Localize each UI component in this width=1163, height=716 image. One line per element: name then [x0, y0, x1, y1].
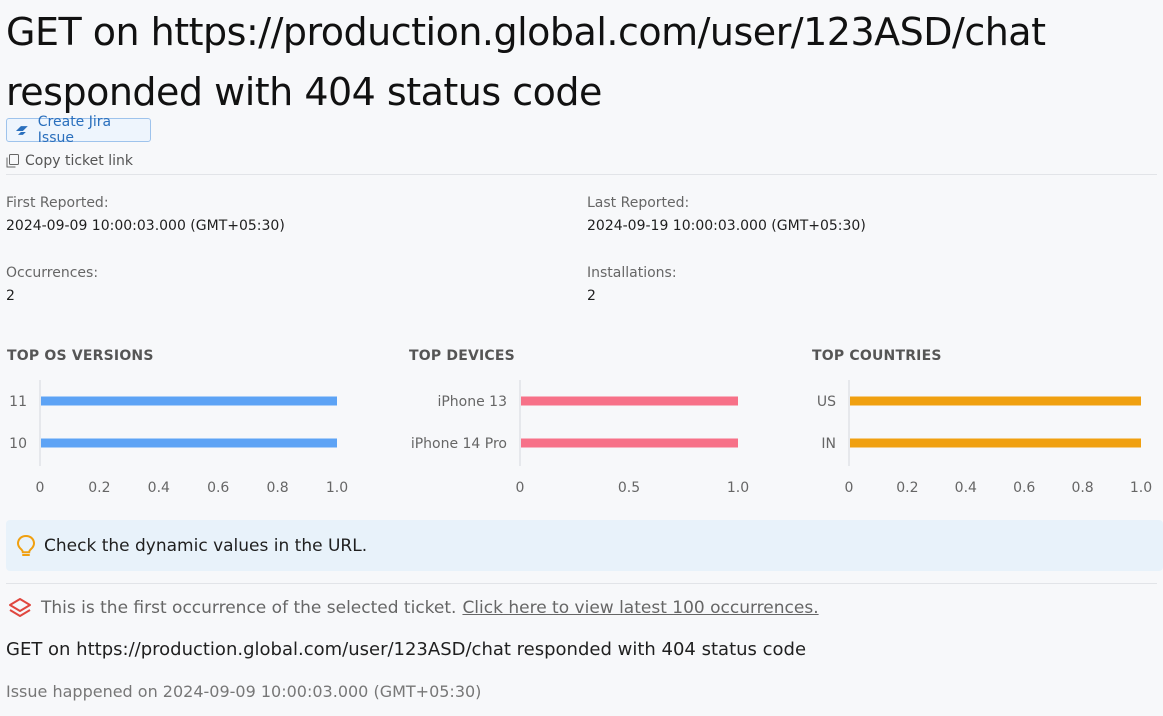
- tip-text: Check the dynamic values in the URL.: [44, 535, 368, 556]
- tick-label: 0: [516, 480, 525, 496]
- chart-title: TOP DEVICES: [409, 348, 515, 364]
- jira-icon: [15, 126, 28, 135]
- first-reported-value: 2024-09-09 10:00:03.000 (GMT+05:30): [6, 218, 285, 234]
- create-jira-issue-button[interactable]: Create Jira Issue: [6, 114, 151, 146]
- occurrences-value: 2: [6, 288, 15, 304]
- view-latest-occurrences-link[interactable]: Click here to view latest 100 occurrence…: [462, 598, 819, 618]
- countries-chart: TOP COUNTRIES US IN 0 0.2 0.4 0.6 0.8 1.0: [812, 340, 1157, 505]
- category-label: iPhone 13: [437, 394, 507, 410]
- tick-label: 0.5: [618, 480, 640, 496]
- bar: [850, 396, 1141, 406]
- tick-label: 0.6: [207, 480, 229, 496]
- ticket-title: GET on https://production.global.com/use…: [6, 10, 1046, 114]
- bar: [521, 438, 738, 448]
- lightbulb-icon: [16, 534, 36, 556]
- tick-label: 0: [36, 480, 45, 496]
- tip-banner: Check the dynamic values in the URL.: [6, 520, 1163, 571]
- header-divider: [6, 174, 1157, 175]
- os-versions-chart: TOP OS VERSIONS 11 10 0 0.2 0.4 0.6 0.8 1.0: [7, 340, 367, 505]
- last-reported-label: Last Reported:: [587, 195, 690, 211]
- issue-happened-timestamp: Issue happened on 2024-09-09 10:00:03.00…: [6, 682, 482, 701]
- occurrences-label: Occurrences:: [6, 265, 99, 281]
- first-reported-label: First Reported:: [6, 195, 109, 211]
- category-label: IN: [821, 436, 836, 452]
- occurrence-notice-text: This is the first occurrence of the sele…: [41, 598, 457, 618]
- tick-label: 0.8: [266, 480, 288, 496]
- bar: [521, 396, 738, 406]
- installations-value: 2: [587, 288, 596, 304]
- tick-label: 1.0: [727, 480, 749, 496]
- event-message: GET on https://production.global.com/use…: [6, 639, 807, 660]
- tick-label: 0.8: [1071, 480, 1093, 496]
- bar: [41, 396, 337, 406]
- tick-label: 0.2: [88, 480, 110, 496]
- category-label: 10: [9, 436, 27, 452]
- tick-label: 0.2: [896, 480, 918, 496]
- copy-ticket-link[interactable]: Copy ticket link: [6, 151, 133, 171]
- category-label: US: [817, 394, 836, 410]
- bar: [41, 438, 337, 448]
- occurrence-notice: This is the first occurrence of the sele…: [8, 596, 819, 620]
- bar: [850, 438, 1141, 448]
- tip-divider: [6, 583, 1157, 584]
- chart-title: TOP COUNTRIES: [812, 348, 942, 364]
- installations-label: Installations:: [587, 265, 677, 281]
- category-label: iPhone 14 Pro: [411, 436, 507, 452]
- create-jira-issue-label: Create Jira Issue: [37, 114, 112, 146]
- chart-title: TOP OS VERSIONS: [7, 348, 154, 364]
- tick-label: 0.6: [1013, 480, 1035, 496]
- category-label: 11: [9, 394, 27, 410]
- tick-label: 0.4: [148, 480, 170, 496]
- devices-chart: TOP DEVICES iPhone 13 iPhone 14 Pro 0 0.5 1.…: [409, 340, 769, 505]
- last-reported-value: 2024-09-19 10:00:03.000 (GMT+05:30): [587, 218, 866, 234]
- tick-label: 0.4: [955, 480, 977, 496]
- tick-label: 0: [845, 480, 854, 496]
- tick-label: 1.0: [1130, 480, 1152, 496]
- copy-icon: [6, 154, 19, 168]
- layers-icon: [9, 598, 31, 617]
- tick-label: 1.0: [326, 480, 348, 496]
- copy-ticket-link-label: Copy ticket link: [25, 153, 133, 169]
